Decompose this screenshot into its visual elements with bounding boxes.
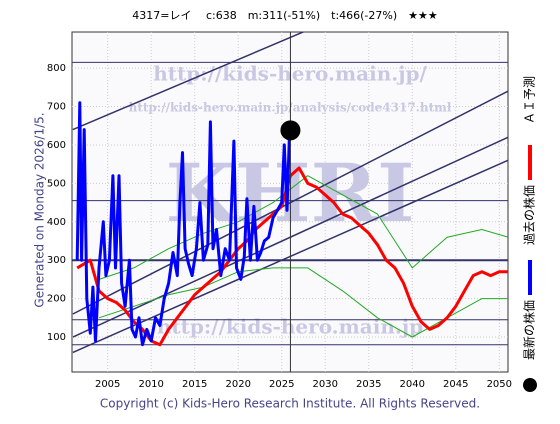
y-tick-label: 200 bbox=[47, 294, 66, 305]
legend-swatch bbox=[523, 378, 537, 392]
side-text: Generated on Monday 2026/1/5. bbox=[33, 112, 47, 307]
legend-label: ＡＩ予測 bbox=[523, 76, 537, 124]
y-tick-label: 400 bbox=[47, 217, 66, 228]
footer: Copyright (c) Kids-Hero Research Institu… bbox=[100, 397, 480, 411]
x-tick-label: 2050 bbox=[487, 379, 512, 390]
series-line bbox=[75, 101, 292, 347]
x-tick-label: 2020 bbox=[225, 379, 250, 390]
x-tick-label: 2030 bbox=[313, 379, 338, 390]
y-tick-label: 600 bbox=[47, 140, 66, 151]
legend-label: 過去の株価 bbox=[522, 185, 537, 245]
y-tick-label: 700 bbox=[47, 102, 66, 113]
y-tick-label: 800 bbox=[47, 63, 66, 74]
x-tick-label: 2015 bbox=[182, 379, 207, 390]
chart-title: 4317=レイ c:638 m:311(-51%) t:466(-27%) ★★… bbox=[132, 9, 438, 22]
x-tick-label: 2010 bbox=[138, 379, 163, 390]
series-line bbox=[76, 166, 508, 347]
legend-label: 最新の株価 bbox=[522, 300, 537, 360]
x-tick-label: 2040 bbox=[400, 379, 425, 390]
x-tick-label: 2005 bbox=[95, 379, 120, 390]
y-tick-label: 300 bbox=[47, 255, 66, 266]
x-tick-label: 2035 bbox=[356, 379, 381, 390]
series-line bbox=[98, 175, 508, 280]
x-tick-label: 2045 bbox=[443, 379, 468, 390]
latest-point bbox=[280, 120, 301, 141]
x-tick-label: 2025 bbox=[269, 379, 294, 390]
y-tick-label: 500 bbox=[47, 178, 66, 189]
y-tick-label: 100 bbox=[47, 332, 66, 343]
